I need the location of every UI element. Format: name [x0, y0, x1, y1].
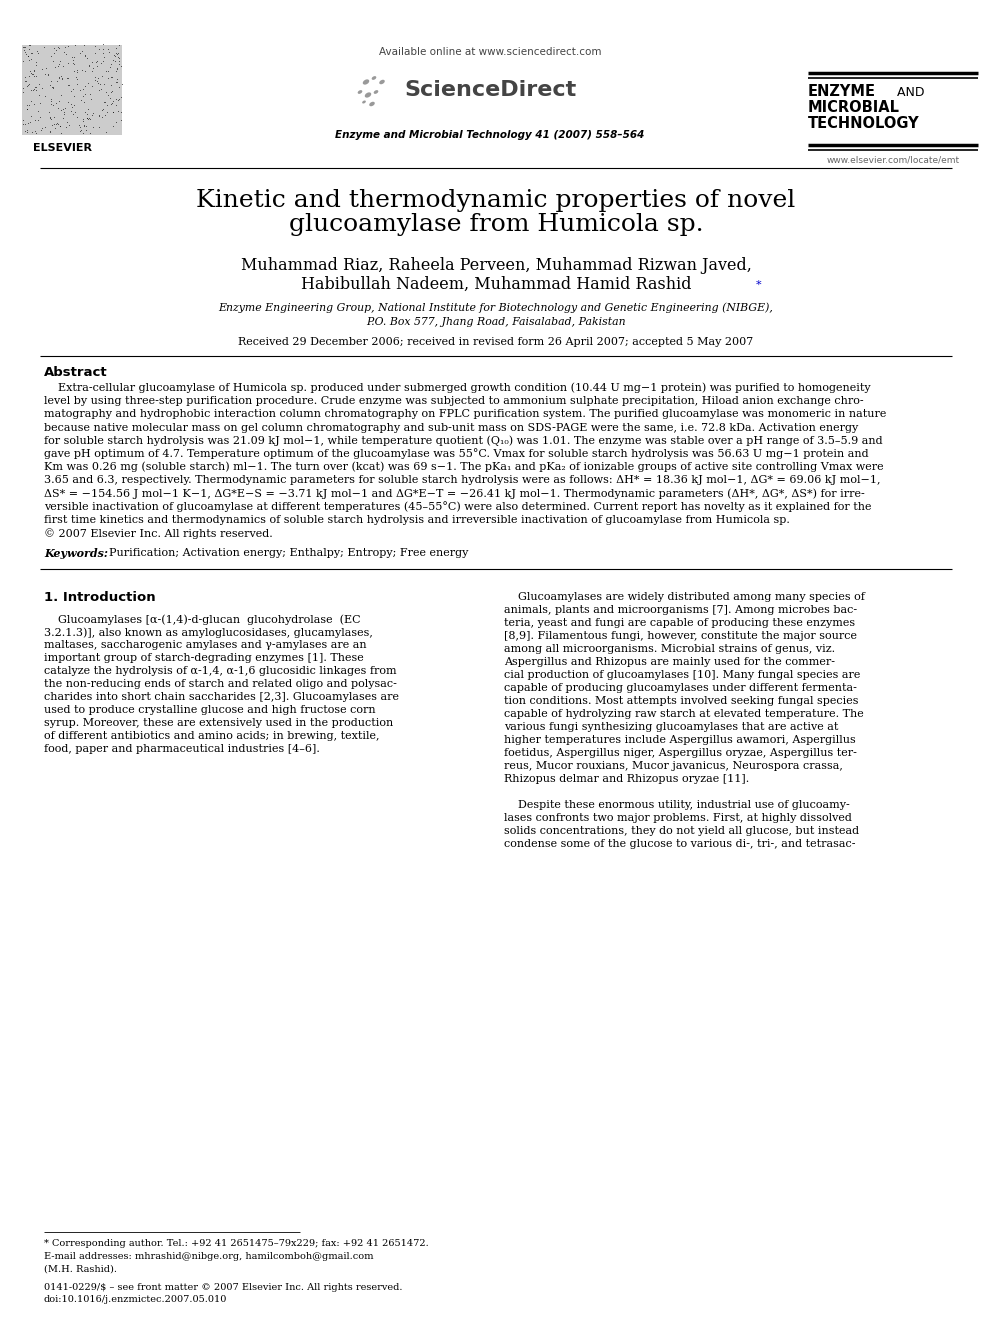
Text: Glucoamylases [α-(1,4)-d-glucan  glucohydrolase  (EC: Glucoamylases [α-(1,4)-d-glucan glucohyd…: [44, 614, 361, 624]
Ellipse shape: [358, 90, 362, 94]
Ellipse shape: [365, 93, 371, 98]
Text: level by using three-step purification procedure. Crude enzyme was subjected to : level by using three-step purification p…: [44, 396, 864, 406]
Text: ENZYME: ENZYME: [808, 85, 876, 99]
Text: maltases, saccharogenic amylases and γ-amylases are an: maltases, saccharogenic amylases and γ-a…: [44, 640, 367, 651]
Text: Abstract: Abstract: [44, 365, 107, 378]
Text: of different antibiotics and amino acids; in brewing, textile,: of different antibiotics and amino acids…: [44, 732, 380, 741]
Text: (M.H. Rashid).: (M.H. Rashid).: [44, 1265, 117, 1274]
Bar: [22, 45, 122, 135]
Text: used to produce crystalline glucose and high fructose corn: used to produce crystalline glucose and …: [44, 705, 376, 716]
Text: * Corresponding author. Tel.: +92 41 2651475–79x229; fax: +92 41 2651472.: * Corresponding author. Tel.: +92 41 265…: [44, 1240, 429, 1249]
Text: Extra-cellular glucoamylase of Humicola sp. produced under submerged growth cond: Extra-cellular glucoamylase of Humicola …: [44, 382, 871, 393]
Text: gave pH optimum of 4.7. Temperature optimum of the glucoamylase was 55°C. Vmax f: gave pH optimum of 4.7. Temperature opti…: [44, 448, 869, 459]
Text: lases confronts two major problems. First, at highly dissolved: lases confronts two major problems. Firs…: [504, 814, 852, 823]
Text: Keywords:: Keywords:: [44, 548, 108, 558]
Ellipse shape: [372, 77, 376, 79]
Text: © 2007 Elsevier Inc. All rights reserved.: © 2007 Elsevier Inc. All rights reserved…: [44, 528, 273, 538]
Ellipse shape: [379, 79, 385, 85]
Text: Purification; Activation energy; Enthalpy; Entropy; Free energy: Purification; Activation energy; Enthalp…: [102, 549, 468, 558]
Text: among all microorganisms. Microbial strains of genus, viz.: among all microorganisms. Microbial stra…: [504, 644, 835, 655]
Text: reus, Mucor rouxians, Mucor javanicus, Neurospora crassa,: reus, Mucor rouxians, Mucor javanicus, N…: [504, 762, 843, 771]
Text: 1. Introduction: 1. Introduction: [44, 591, 156, 603]
Text: condense some of the glucose to various di-, tri-, and tetrasac-: condense some of the glucose to various …: [504, 839, 855, 849]
Text: Rhizopus delmar and Rhizopus oryzae [11].: Rhizopus delmar and Rhizopus oryzae [11]…: [504, 774, 749, 785]
Text: 3.2.1.3)], also known as amyloglucosidases, glucamylases,: 3.2.1.3)], also known as amyloglucosidas…: [44, 627, 373, 638]
Ellipse shape: [374, 90, 378, 94]
Text: Enzyme and Microbial Technology 41 (2007) 558–564: Enzyme and Microbial Technology 41 (2007…: [335, 130, 645, 140]
Text: TECHNOLOGY: TECHNOLOGY: [808, 116, 920, 131]
Text: Despite these enormous utility, industrial use of glucoamy-: Despite these enormous utility, industri…: [504, 800, 850, 811]
Text: www.elsevier.com/locate/emt: www.elsevier.com/locate/emt: [826, 156, 959, 164]
Text: food, paper and pharmaceutical industries [4–6].: food, paper and pharmaceutical industrie…: [44, 745, 319, 754]
Text: AND: AND: [893, 86, 925, 98]
Text: glucoamylase from Humicola sp.: glucoamylase from Humicola sp.: [289, 213, 703, 235]
Text: Enzyme Engineering Group, National Institute for Biotechnology and Genetic Engin: Enzyme Engineering Group, National Insti…: [218, 303, 774, 314]
Text: higher temperatures include Aspergillus awamori, Aspergillus: higher temperatures include Aspergillus …: [504, 736, 856, 745]
Text: Habibullah Nadeem, Muhammad Hamid Rashid: Habibullah Nadeem, Muhammad Hamid Rashid: [301, 275, 691, 292]
Text: E-mail addresses: mhrashid@nibge.org, hamilcomboh@gmail.com: E-mail addresses: mhrashid@nibge.org, ha…: [44, 1252, 374, 1261]
Text: Km was 0.26 mg (soluble starch) ml−1. The turn over (kcat) was 69 s−1. The pKa₁ : Km was 0.26 mg (soluble starch) ml−1. Th…: [44, 462, 884, 472]
Text: tion conditions. Most attempts involved seeking fungal species: tion conditions. Most attempts involved …: [504, 696, 858, 706]
Text: animals, plants and microorganisms [7]. Among microbes bac-: animals, plants and microorganisms [7]. …: [504, 606, 857, 615]
Text: teria, yeast and fungi are capable of producing these enzymes: teria, yeast and fungi are capable of pr…: [504, 618, 855, 628]
Ellipse shape: [363, 79, 369, 85]
Text: 3.65 and 6.3, respectively. Thermodynamic parameters for soluble starch hydrolys: 3.65 and 6.3, respectively. Thermodynami…: [44, 475, 881, 486]
Text: Available online at www.sciencedirect.com: Available online at www.sciencedirect.co…: [379, 48, 601, 57]
Text: capable of producing glucoamylases under different fermenta-: capable of producing glucoamylases under…: [504, 684, 857, 693]
Text: foetidus, Aspergillus niger, Aspergillus oryzae, Aspergillus ter-: foetidus, Aspergillus niger, Aspergillus…: [504, 749, 857, 758]
Ellipse shape: [362, 101, 366, 103]
Text: syrup. Moreover, these are extensively used in the production: syrup. Moreover, these are extensively u…: [44, 718, 393, 729]
Text: charides into short chain saccharides [2,3]. Glucoamylases are: charides into short chain saccharides [2…: [44, 692, 399, 703]
Text: [8,9]. Filamentous fungi, however, constitute the major source: [8,9]. Filamentous fungi, however, const…: [504, 631, 857, 642]
Text: capable of hydrolyzing raw starch at elevated temperature. The: capable of hydrolyzing raw starch at ele…: [504, 709, 864, 720]
Text: important group of starch-degrading enzymes [1]. These: important group of starch-degrading enzy…: [44, 654, 364, 663]
Text: 0141-0229/$ – see front matter © 2007 Elsevier Inc. All rights reserved.: 0141-0229/$ – see front matter © 2007 El…: [44, 1283, 403, 1293]
Text: ELSEVIER: ELSEVIER: [33, 143, 91, 153]
Text: cial production of glucoamylases [10]. Many fungal species are: cial production of glucoamylases [10]. M…: [504, 671, 860, 680]
Text: Muhammad Riaz, Raheela Perveen, Muhammad Rizwan Javed,: Muhammad Riaz, Raheela Perveen, Muhammad…: [241, 257, 751, 274]
Text: because native molecular mass on gel column chromatography and sub-unit mass on : because native molecular mass on gel col…: [44, 422, 858, 433]
Text: Aspergillus and Rhizopus are mainly used for the commer-: Aspergillus and Rhizopus are mainly used…: [504, 658, 835, 667]
Text: P.O. Box 577, Jhang Road, Faisalabad, Pakistan: P.O. Box 577, Jhang Road, Faisalabad, Pa…: [366, 318, 626, 327]
Text: catalyze the hydrolysis of α-1,4, α-1,6 glucosidic linkages from: catalyze the hydrolysis of α-1,4, α-1,6 …: [44, 667, 397, 676]
Text: for soluble starch hydrolysis was 21.09 kJ mol−1, while temperature quotient (Q₁: for soluble starch hydrolysis was 21.09 …: [44, 435, 883, 446]
Ellipse shape: [369, 102, 375, 106]
Text: Kinetic and thermodynamic properties of novel: Kinetic and thermodynamic properties of …: [196, 188, 796, 212]
Text: ΔS* = −154.56 J mol−1 K−1, ΔG*E−S = −3.71 kJ mol−1 and ΔG*E−T = −26.41 kJ mol−1.: ΔS* = −154.56 J mol−1 K−1, ΔG*E−S = −3.7…: [44, 488, 865, 499]
Text: the non-reducing ends of starch and related oligo and polysac-: the non-reducing ends of starch and rela…: [44, 680, 397, 689]
Text: ScienceDirect: ScienceDirect: [404, 79, 576, 101]
Text: matography and hydrophobic interaction column chromatography on FPLC purificatio: matography and hydrophobic interaction c…: [44, 409, 887, 419]
Text: *: *: [756, 280, 762, 290]
Text: solids concentrations, they do not yield all glucose, but instead: solids concentrations, they do not yield…: [504, 827, 859, 836]
Text: MICROBIAL: MICROBIAL: [808, 101, 900, 115]
Text: Glucoamylases are widely distributed among many species of: Glucoamylases are widely distributed amo…: [504, 593, 865, 602]
Text: Received 29 December 2006; received in revised form 26 April 2007; accepted 5 Ma: Received 29 December 2006; received in r…: [238, 337, 754, 347]
Text: various fungi synthesizing glucoamylases that are active at: various fungi synthesizing glucoamylases…: [504, 722, 838, 733]
Text: doi:10.1016/j.enzmictec.2007.05.010: doi:10.1016/j.enzmictec.2007.05.010: [44, 1295, 227, 1304]
Text: versible inactivation of glucoamylase at different temperatures (45–55°C) were a: versible inactivation of glucoamylase at…: [44, 501, 872, 512]
Text: first time kinetics and thermodynamics of soluble starch hydrolysis and irrevers: first time kinetics and thermodynamics o…: [44, 515, 790, 525]
